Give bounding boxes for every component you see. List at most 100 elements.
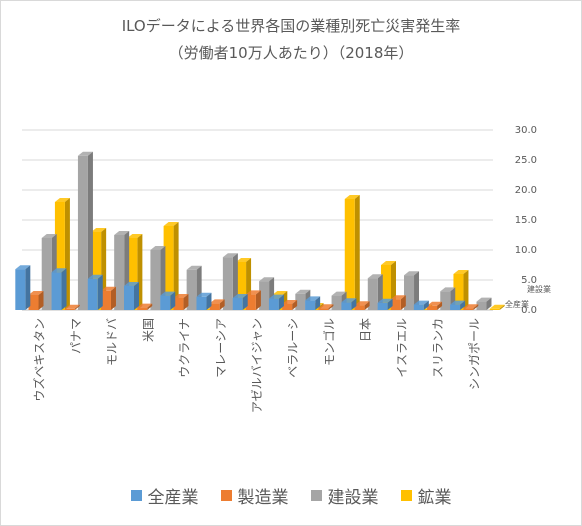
- bar-side: [278, 294, 284, 310]
- bar: [427, 305, 438, 310]
- legend-swatch: [310, 490, 322, 501]
- bar: [344, 199, 355, 310]
- bar: [450, 304, 461, 310]
- y-tick-label: 30.0: [515, 125, 537, 136]
- x-tick-label: パナマ: [69, 318, 83, 354]
- bar-side: [61, 268, 67, 310]
- legend-label: 鉱業: [417, 488, 452, 508]
- x-tick-label: ウクライナ: [178, 318, 192, 378]
- legend-label: 建設業: [327, 488, 379, 508]
- bar: [160, 295, 171, 310]
- bar: [124, 286, 135, 310]
- bar: [91, 232, 102, 310]
- bar: [413, 304, 424, 310]
- bar-top: [222, 253, 238, 258]
- bar: [163, 226, 174, 310]
- y-tick-label: 5.0: [521, 275, 537, 286]
- x-tick-label: シンガポール: [467, 318, 481, 390]
- bar: [367, 278, 378, 310]
- bar: [15, 269, 26, 310]
- bar: [476, 301, 487, 310]
- x-tick-label: ベラルーシ: [286, 318, 300, 378]
- bar: [318, 308, 329, 310]
- bar: [463, 308, 474, 310]
- y-tick-label: 0.0: [521, 305, 537, 316]
- bar: [41, 238, 52, 310]
- bar: [295, 293, 306, 310]
- bar-side: [364, 301, 370, 310]
- bar: [354, 305, 365, 310]
- bar-side: [423, 300, 429, 310]
- bar-side: [147, 303, 153, 310]
- bar-side: [206, 292, 212, 310]
- bar: [282, 304, 293, 310]
- bar-side: [328, 304, 334, 310]
- bar-side: [499, 304, 505, 310]
- y-tick-label: 20.0: [515, 185, 537, 196]
- x-tick-label: 米国: [141, 318, 155, 342]
- legend-swatch: [220, 490, 232, 501]
- bar-side: [414, 271, 420, 310]
- bar: [51, 272, 62, 310]
- bar: [100, 290, 111, 310]
- y-tick-label: 15.0: [515, 215, 537, 226]
- bar: [114, 235, 125, 310]
- y-tick-label: 10.0: [515, 245, 537, 256]
- bar: [150, 250, 161, 310]
- bar-side: [437, 301, 443, 310]
- y-tick-label: 25.0: [515, 155, 537, 166]
- bar-side: [292, 300, 298, 310]
- x-tick-label: モルドバ: [105, 318, 119, 366]
- bar: [489, 308, 500, 310]
- legend-label: 製造業: [237, 488, 289, 508]
- bar: [222, 257, 233, 310]
- bar: [390, 299, 401, 310]
- bar-side: [486, 297, 492, 310]
- bar-side: [97, 274, 103, 310]
- bar-side: [170, 291, 176, 310]
- bar: [232, 298, 243, 310]
- legend-item-mining: 鉱業: [400, 483, 452, 508]
- bar: [259, 281, 270, 310]
- x-tick-label: ウズベキスタン: [32, 318, 47, 402]
- bar-side: [463, 270, 469, 310]
- bar-side: [183, 294, 189, 310]
- x-tick-label: マレーシア: [214, 318, 228, 378]
- bar-side: [387, 298, 393, 310]
- bar: [236, 262, 247, 310]
- bar-side: [74, 304, 80, 310]
- bar: [305, 300, 316, 310]
- x-tick-label: スリランカ: [431, 318, 445, 378]
- chart-title: ILOデータによる世界各国の業種別死亡災害発生率: [121, 17, 461, 35]
- bar: [87, 278, 98, 310]
- bar-side: [242, 294, 248, 310]
- bar-side: [173, 222, 179, 310]
- bar-side: [354, 195, 360, 310]
- bar-side: [25, 265, 31, 310]
- bar-side: [315, 296, 321, 310]
- bar: [54, 202, 65, 310]
- bar-side: [134, 282, 140, 310]
- bar: [209, 303, 220, 310]
- bar-top: [51, 268, 67, 273]
- bar: [77, 155, 88, 310]
- bar: [127, 238, 138, 310]
- bar-side: [38, 291, 44, 310]
- bar: [137, 307, 148, 310]
- bar-side: [473, 304, 479, 310]
- bar: [28, 295, 39, 310]
- depth-axis-label: 建設業: [527, 284, 551, 294]
- legend-label: 全産業: [147, 488, 199, 508]
- legend-item-manufacturing: 製造業: [220, 483, 289, 508]
- chart-legend: 全産業 製造業 建設業 鉱業: [0, 483, 582, 508]
- x-tick-label: アゼルバイジャン: [250, 318, 264, 413]
- bar: [341, 302, 352, 310]
- bar-side: [219, 299, 225, 310]
- bar-side: [110, 286, 116, 310]
- bar: [173, 298, 184, 310]
- x-tick-label: モンゴル: [321, 318, 336, 366]
- bar: [453, 274, 464, 310]
- bar-side: [460, 300, 466, 310]
- x-tick-label: イスラエル: [395, 318, 409, 378]
